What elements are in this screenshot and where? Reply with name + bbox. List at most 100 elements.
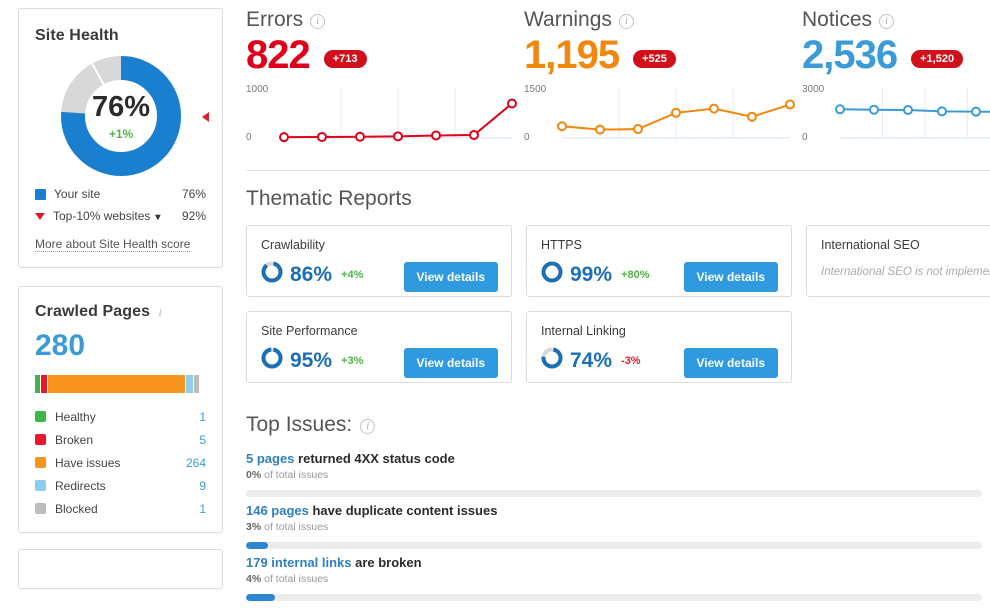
thematic-card-body: 95% +3% (261, 347, 497, 374)
progress-ring-icon (261, 347, 283, 374)
legend-value: 9 (199, 478, 206, 493)
legend-swatch-icon (35, 457, 46, 468)
thematic-card-crawlability: Crawlability 86% +4% View details (246, 225, 512, 297)
legend-swatch-icon (35, 188, 46, 200)
axis-tick-min: 0 (246, 132, 252, 143)
thematic-reports-title: Thematic Reports (246, 187, 412, 210)
crawled-pages-legend-row[interactable]: Broken 5 (35, 428, 206, 451)
crawled-pages-stacked-bar (35, 375, 206, 393)
metrics-row: Errors i 822 +713 1000 0 Warnings i 1,195 +525 150… (246, 8, 990, 154)
crawled-pages-legend-row[interactable]: Blocked 1 (35, 497, 206, 520)
issue-title: 179 internal links are broken (246, 555, 990, 570)
metric-card-warnings: Warnings i 1,195 +525 1500 0 (524, 8, 802, 154)
issue-rest: returned 4XX status code (294, 451, 455, 466)
legend-value: 5 (199, 432, 206, 447)
issue-progress-bar (246, 542, 982, 549)
issue-subtext: 0% of total issues (246, 469, 990, 481)
legend-label: Redirects (55, 478, 106, 493)
thematic-card-international-seo: International SEO International SEO is n… (806, 225, 990, 297)
thematic-card-name: International SEO (821, 238, 920, 252)
issue-progress-bar (246, 490, 982, 497)
top-issue-item: 5 pages returned 4XX status code 0% of to… (246, 451, 990, 497)
crawled-pages-legend-row[interactable]: Healthy 1 (35, 405, 206, 428)
issue-title: 5 pages returned 4XX status code (246, 451, 990, 466)
progress-ring-icon (541, 347, 563, 374)
thematic-card-body: 99% +80% (541, 261, 777, 288)
thematic-card-name: Site Performance (261, 324, 358, 338)
legend-label: Have issues (55, 455, 121, 470)
metric-sparkline: 1000 0 (246, 84, 524, 154)
site-health-score: 76% (91, 91, 151, 123)
info-icon[interactable]: i (618, 13, 634, 29)
legend-value: 264 (185, 455, 206, 470)
crawled-pages-legend-row[interactable]: Redirects 9 (35, 474, 206, 497)
issue-sub-label: of total issues (261, 573, 329, 585)
view-details-button[interactable]: View details (683, 262, 778, 292)
thematic-card-internal-linking: Internal Linking 74% -3% View details (526, 311, 792, 383)
legend-value: 76% (181, 187, 206, 201)
legend-row-your-site: Your site 76% (35, 183, 206, 205)
top-issues-title: Top Issues: (246, 413, 353, 436)
top-issues-header: Top Issues: i (246, 413, 990, 437)
section-divider (246, 170, 990, 171)
thematic-reports-grid: Crawlability 86% +4% View details Site Perfo… (246, 225, 990, 397)
legend-value: 1 (199, 409, 206, 424)
metric-title: Notices (802, 8, 873, 31)
view-details-button[interactable]: View details (683, 348, 778, 378)
next-card-stub (18, 549, 223, 589)
issue-link[interactable]: 146 pages (246, 503, 309, 518)
issue-subtext: 4% of total issues (246, 573, 990, 585)
metric-delta-badge: +1,520 (911, 50, 964, 68)
legend-label: Your site (54, 187, 101, 201)
axis-tick-max: 3000 (802, 84, 825, 95)
left-sidebar: Site Health 76% +1% Your site 76% (18, 8, 223, 589)
info-icon[interactable]: i (360, 418, 376, 434)
issue-link[interactable]: 179 internal links (246, 555, 352, 570)
issue-subtext: 3% of total issues (246, 521, 990, 533)
stacked-bar-segment (35, 375, 41, 393)
legend-swatch-icon (35, 434, 46, 445)
crawled-pages-legend: Healthy 1 Broken 5 Have issues 264 Redirects 9 B… (35, 405, 206, 520)
site-health-delta: +1% (108, 127, 134, 141)
legend-label: Healthy (55, 409, 96, 424)
metric-header: Notices i (802, 8, 990, 32)
thematic-card-name: HTTPS (541, 238, 582, 252)
legend-label: Top-10% websites ▾ (53, 209, 182, 223)
issue-progress-bar (246, 594, 982, 601)
more-about-site-health-link[interactable]: More about Site Health score (35, 237, 191, 252)
legend-row-top10[interactable]: Top-10% websites ▾ 92% (35, 205, 206, 227)
thematic-card-name: Crawlability (261, 238, 325, 252)
crawled-pages-total: 280 (35, 329, 86, 362)
stacked-bar-segment (41, 375, 48, 393)
legend-label-text: Top-10% websites (53, 209, 151, 223)
crawled-pages-header: Crawled Pages i (35, 303, 206, 321)
legend-swatch-icon (35, 503, 46, 514)
legend-swatch-icon (35, 411, 46, 422)
progress-ring-icon (261, 261, 283, 288)
info-icon[interactable]: i (879, 13, 895, 29)
info-icon[interactable]: i (158, 304, 162, 319)
metric-value-row: 822 +713 (246, 34, 524, 76)
stacked-bar-segment (186, 375, 193, 393)
crawled-pages-card: Crawled Pages i 280 Healthy 1 Broken 5 Have … (18, 286, 223, 533)
chevron-down-icon[interactable]: ▾ (155, 212, 161, 223)
view-details-button[interactable]: View details (403, 348, 498, 378)
axis-tick-max: 1000 (246, 84, 269, 95)
site-health-legend: Your site 76% Top-10% websites ▾ 92% More… (35, 183, 206, 253)
issue-link[interactable]: 5 pages (246, 451, 295, 466)
axis-tick-min: 0 (524, 132, 530, 143)
metric-value-row: 1,195 +525 (524, 34, 802, 76)
info-icon[interactable]: i (310, 13, 326, 29)
issue-percent: 3% (246, 521, 262, 533)
issue-sub-label: of total issues (261, 469, 329, 481)
top-issue-item: 179 internal links are broken 4% of total… (246, 555, 990, 601)
metric-header: Warnings i (524, 8, 802, 32)
metric-card-notices: Notices i 2,536 +1,520 3000 0 (802, 8, 990, 154)
issue-percent: 4% (246, 573, 262, 585)
crawled-pages-legend-row[interactable]: Have issues 264 (35, 451, 206, 474)
legend-triangle-icon (35, 212, 45, 220)
view-details-button[interactable]: View details (403, 262, 498, 292)
gauge-center-labels: 76% +1% (35, 91, 207, 142)
thematic-card-empty-text: International SEO is not implemented (821, 266, 990, 278)
